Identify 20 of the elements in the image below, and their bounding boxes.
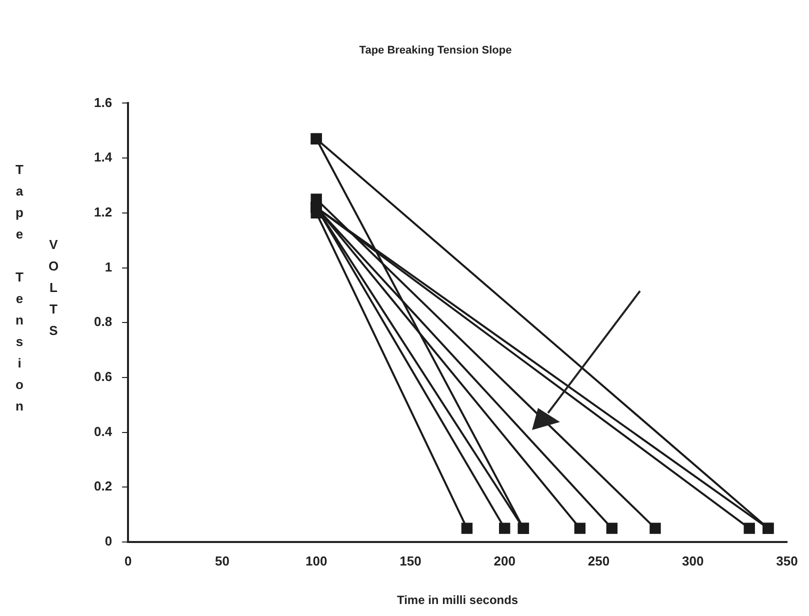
y-tick-label: 1.4: [94, 150, 113, 165]
y-tick-label: 1: [104, 259, 112, 274]
x-tick-label: 50: [214, 553, 230, 568]
y-tick-label: 1.6: [94, 94, 112, 110]
x-tick-label: 250: [588, 553, 610, 568]
y-tick-label: 0.6: [94, 369, 112, 384]
text: Tape Tension VOLTS: [12, 162, 61, 420]
y-tick-label: 0.2: [94, 478, 112, 494]
y-tick-label: 0.4: [94, 424, 113, 439]
y-tick-label: 0.8: [94, 314, 112, 330]
x-tick-label: 100: [305, 553, 328, 568]
x-tick-label: 300: [682, 553, 704, 568]
x-tick-label: 200: [494, 553, 516, 568]
x-tick-label: 150: [400, 553, 422, 568]
x-tick-label: 350: [776, 553, 798, 568]
chart-title: Tape Breaking Tension Slope: [359, 44, 512, 57]
y-tick-label: 1.2: [94, 204, 112, 220]
x-tick-label: 0: [124, 553, 132, 568]
x-axis-title: Time in milli seconds: [396, 593, 518, 608]
y-tick-label: 0: [104, 534, 112, 549]
